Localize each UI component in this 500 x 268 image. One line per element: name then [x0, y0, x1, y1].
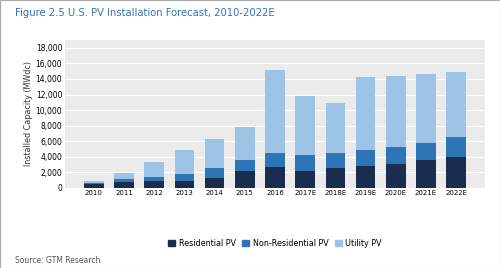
- Bar: [446, 157, 466, 188]
- Bar: [326, 168, 345, 188]
- Bar: [235, 171, 255, 188]
- Bar: [416, 143, 436, 160]
- Bar: [174, 181, 195, 188]
- Bar: [416, 74, 436, 143]
- Bar: [114, 182, 134, 188]
- Bar: [174, 150, 195, 174]
- Bar: [235, 161, 255, 171]
- Bar: [144, 181, 164, 188]
- Bar: [174, 174, 195, 181]
- Bar: [326, 103, 345, 153]
- Legend: Residential PV, Non-Residential PV, Utility PV: Residential PV, Non-Residential PV, Util…: [165, 236, 385, 251]
- Bar: [84, 183, 103, 184]
- Bar: [235, 127, 255, 161]
- Bar: [114, 179, 134, 182]
- Bar: [356, 150, 376, 166]
- Bar: [416, 160, 436, 188]
- Bar: [356, 77, 376, 150]
- Bar: [114, 173, 134, 179]
- Bar: [205, 168, 225, 178]
- Text: Figure 2.5 U.S. PV Installation Forecast, 2010-2022E: Figure 2.5 U.S. PV Installation Forecast…: [15, 8, 274, 18]
- Bar: [265, 154, 285, 167]
- Bar: [296, 155, 315, 170]
- Text: Source: GTM Research: Source: GTM Research: [15, 256, 100, 265]
- Bar: [326, 153, 345, 168]
- Bar: [205, 139, 225, 168]
- Bar: [446, 137, 466, 157]
- Bar: [265, 167, 285, 188]
- Bar: [84, 181, 103, 183]
- Bar: [84, 184, 103, 188]
- Bar: [265, 70, 285, 154]
- Bar: [386, 163, 406, 188]
- Bar: [356, 166, 376, 188]
- Bar: [296, 96, 315, 155]
- Bar: [296, 170, 315, 188]
- Bar: [446, 72, 466, 137]
- Bar: [205, 178, 225, 188]
- Bar: [386, 76, 406, 147]
- Y-axis label: Installed Capacity (MWdc): Installed Capacity (MWdc): [24, 61, 33, 166]
- Bar: [144, 162, 164, 177]
- Bar: [386, 147, 406, 163]
- Bar: [144, 177, 164, 181]
